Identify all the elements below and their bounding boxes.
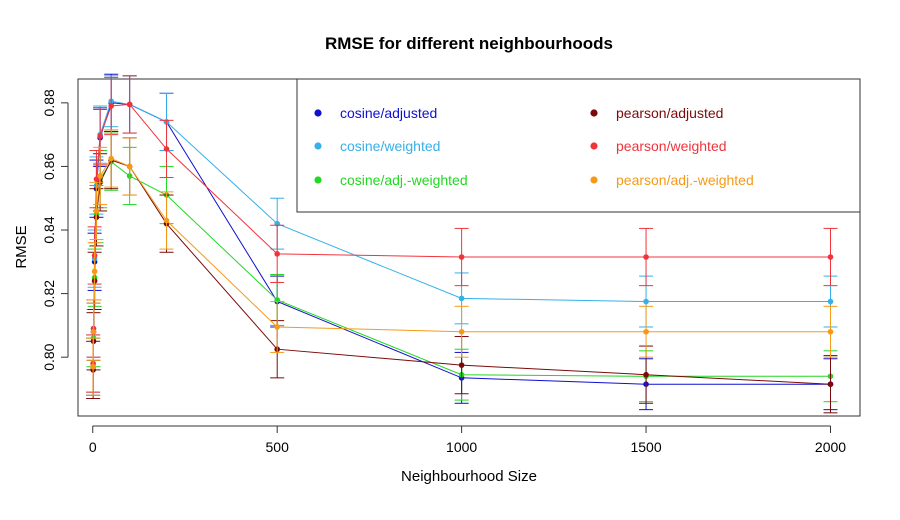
data-point xyxy=(97,133,103,140)
data-point xyxy=(93,208,100,214)
data-point xyxy=(827,328,834,335)
chart-title: RMSE for different neighbourhoods xyxy=(325,34,613,53)
x-tick-label: 0 xyxy=(89,439,97,455)
legend-marker xyxy=(314,176,322,184)
data-point xyxy=(108,103,114,109)
data-point xyxy=(827,298,834,305)
y-tick-label: 0.84 xyxy=(41,216,57,243)
series-pearson-adj-weighted xyxy=(86,129,838,396)
x-axis-label: Neighbourhood Size xyxy=(401,468,537,485)
x-tick-label: 500 xyxy=(266,439,290,455)
data-point xyxy=(108,155,114,162)
data-point xyxy=(274,324,280,330)
legend-marker xyxy=(314,109,322,117)
y-tick-label: 0.86 xyxy=(41,153,57,180)
x-tick-label: 2000 xyxy=(815,439,846,455)
data-point xyxy=(643,254,649,260)
x-tick-label: 1500 xyxy=(630,439,661,455)
data-point xyxy=(126,101,133,108)
data-point xyxy=(458,362,465,368)
y-axis-label: RMSE xyxy=(13,225,30,268)
series-layer xyxy=(86,73,838,414)
data-point xyxy=(97,173,103,179)
data-point xyxy=(643,328,649,335)
y-tick-label: 0.88 xyxy=(41,89,57,116)
y-tick-label: 0.82 xyxy=(41,280,57,307)
legend-marker xyxy=(590,176,598,184)
axes: 0 500 1000 1500 2000 0.80 0.82 0.84 0.86 0.88 xyxy=(41,89,846,455)
data-point xyxy=(643,298,649,305)
legend-label: pearson/weighted xyxy=(616,138,727,154)
legend-marker xyxy=(590,142,598,150)
legend-marker xyxy=(314,142,322,150)
data-point xyxy=(90,328,97,335)
data-point xyxy=(643,371,649,378)
data-point xyxy=(458,254,465,260)
data-point xyxy=(827,254,834,260)
data-point xyxy=(163,217,170,224)
data-point xyxy=(91,268,98,275)
data-point xyxy=(90,363,96,370)
data-point xyxy=(93,176,100,182)
legend-label: cosine/adj.-weighted xyxy=(340,172,468,188)
data-point xyxy=(827,381,834,388)
legend-label: cosine/weighted xyxy=(340,138,440,154)
legend-box xyxy=(296,78,861,213)
legend-label: pearson/adj.-weighted xyxy=(616,172,754,188)
legend-marker xyxy=(590,109,598,117)
legend-label: pearson/adjusted xyxy=(616,105,723,121)
legend-label: cosine/adjusted xyxy=(340,105,437,121)
data-point xyxy=(163,146,170,152)
y-tick-label: 0.80 xyxy=(41,343,57,370)
data-point xyxy=(458,328,465,335)
legend: cosine/adjusted cosine/weighted cosine/adj… xyxy=(296,78,861,213)
data-point xyxy=(126,163,133,170)
data-point xyxy=(274,251,280,257)
data-point xyxy=(458,295,465,302)
x-tick-label: 1000 xyxy=(446,439,477,455)
